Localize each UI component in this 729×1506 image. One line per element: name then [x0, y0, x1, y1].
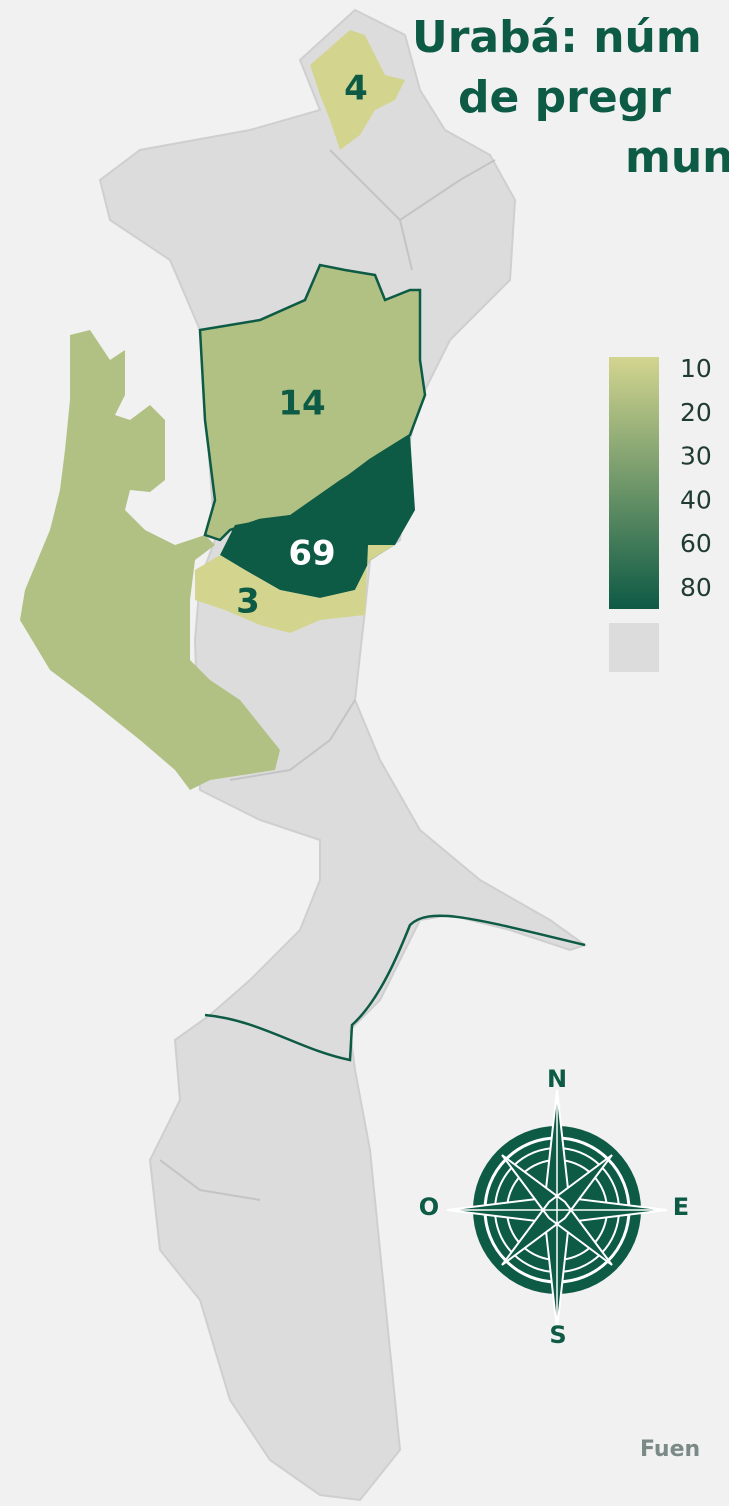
legend-tick: 30: [680, 442, 712, 471]
region-label: 3: [236, 582, 260, 622]
compass-w: O: [419, 1193, 439, 1221]
title: Urabá: núm: [412, 12, 702, 63]
legend-tick: 60: [680, 529, 712, 558]
region: [198, 263, 427, 542]
border: [204, 914, 586, 1062]
legend-gradient: [609, 357, 659, 609]
footer: Fuen: [640, 1437, 700, 1462]
compass-n: N: [547, 1065, 567, 1093]
title: mun: [625, 132, 729, 183]
compass: [446, 1089, 668, 1331]
compass-e: E: [673, 1193, 689, 1221]
compass-s: S: [549, 1321, 566, 1349]
legend-tick: 40: [680, 485, 712, 514]
region: [310, 30, 405, 150]
region-label: 4: [344, 69, 368, 109]
title: de pregr: [458, 72, 671, 123]
legend-tick: 10: [680, 354, 712, 383]
legend-tick: 20: [680, 398, 712, 427]
west-region: [20, 330, 280, 790]
border: [159, 149, 496, 1201]
region-label: 14: [278, 384, 325, 424]
region: [195, 545, 395, 633]
legend-no-data: [609, 623, 659, 672]
region: [220, 435, 415, 598]
region-label: 69: [288, 534, 335, 574]
legend-tick: 80: [680, 573, 712, 602]
